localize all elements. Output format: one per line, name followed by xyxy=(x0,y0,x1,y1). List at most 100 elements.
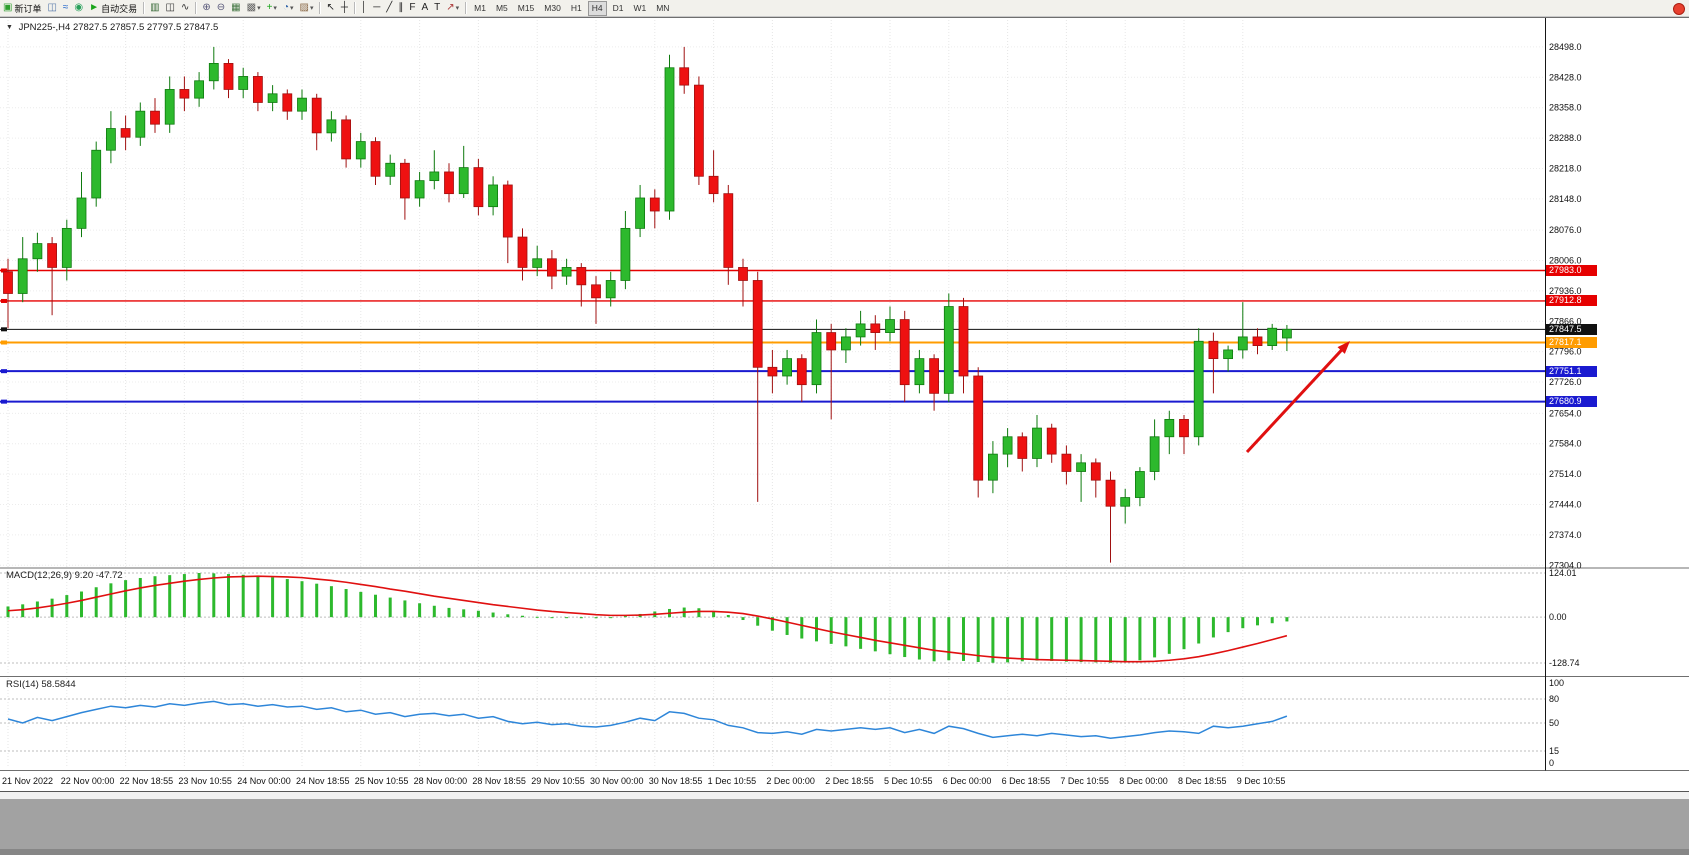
market-watch-icon: ≈ xyxy=(62,2,69,13)
timeframe-button-m30[interactable]: M30 xyxy=(544,2,561,13)
toolbar-separator xyxy=(465,2,467,14)
channel-button[interactable]: ∥ xyxy=(396,1,405,15)
price-line-handle[interactable] xyxy=(1,327,7,332)
candle-body xyxy=(929,358,939,394)
macd-histogram-bar xyxy=(1006,617,1010,663)
macd-histogram-bar xyxy=(1050,617,1054,661)
macd-histogram-bar xyxy=(6,606,10,618)
annotation-arrow-line[interactable] xyxy=(1245,347,1345,454)
zoom-in-icon: ⊕ xyxy=(202,2,211,13)
timeframe-button-m1[interactable]: M1 xyxy=(474,2,486,13)
zoom-in-button[interactable]: ⊕ xyxy=(200,1,212,15)
price-line-handle[interactable] xyxy=(1,340,7,345)
timeframe-button-h1[interactable]: H1 xyxy=(570,2,582,13)
candle-body xyxy=(208,63,219,82)
info-button[interactable]: ◉ xyxy=(72,1,85,15)
candle-body xyxy=(1002,436,1013,455)
candle-body xyxy=(988,453,998,481)
timeframe-button-h4[interactable]: H4 xyxy=(587,0,607,16)
candle-body xyxy=(179,89,190,99)
text-icon: A xyxy=(421,2,429,13)
macd-histogram-bar xyxy=(1241,617,1245,629)
alert-icon[interactable] xyxy=(1673,3,1685,15)
price-line-handle[interactable] xyxy=(1,369,7,374)
vertical-line-button[interactable]: │ xyxy=(359,1,369,15)
candle-body xyxy=(708,175,719,195)
arrows-button[interactable]: ↗ ▾ xyxy=(444,1,461,15)
annotation-arrow-head[interactable] xyxy=(1337,341,1350,354)
macd-histogram-bar xyxy=(550,617,554,619)
macd-histogram-bar xyxy=(800,617,804,639)
horizontal-line-button[interactable]: ─ xyxy=(371,1,382,15)
macd-histogram-bar xyxy=(227,574,230,618)
candle-body xyxy=(1282,328,1292,339)
chart-windows-button[interactable]: ◫ xyxy=(45,1,58,15)
candle-body xyxy=(1193,340,1204,438)
time-axis-label: 30 Nov 00:00 xyxy=(590,776,644,786)
tile-windows-button[interactable]: ▦ xyxy=(229,1,242,15)
crosshair-icon: ┼ xyxy=(340,2,348,13)
time-axis-label: 28 Nov 18:55 xyxy=(472,776,526,786)
dropdown-icon[interactable]: ▾ xyxy=(289,5,294,12)
add-indicator-button[interactable]: + ▾ xyxy=(265,1,279,15)
autotrade-button[interactable]: ► 自动交易 xyxy=(87,1,139,15)
bar-chart-button[interactable]: ▥ xyxy=(148,1,161,15)
new-order-button[interactable]: ▣ 新订单 xyxy=(1,1,43,15)
candle-body xyxy=(223,63,234,90)
chart-menu-icon[interactable]: ▼ xyxy=(6,24,13,31)
macd-histogram-bar xyxy=(1182,617,1186,650)
candle-body xyxy=(782,358,792,377)
candle-body xyxy=(150,110,160,125)
candlestick-button[interactable]: ◫ xyxy=(164,1,177,15)
zoom-out-button[interactable]: ⊖ xyxy=(215,1,227,15)
macd-histogram-bar xyxy=(300,581,304,618)
time-axis-label: 21 Nov 2022 xyxy=(2,776,53,786)
fibonacci-button[interactable]: F xyxy=(407,1,417,15)
macd-histogram-bar xyxy=(491,612,495,618)
timeframe-button-w1[interactable]: W1 xyxy=(633,2,647,13)
dropdown-icon[interactable]: ▾ xyxy=(455,5,460,12)
macd-histogram-bar xyxy=(1079,617,1083,663)
bottom-scroll-strip[interactable] xyxy=(0,791,1689,800)
macd-histogram-bar xyxy=(388,597,392,618)
autotrade-icon: ► xyxy=(89,2,100,13)
template-icon: ▨ xyxy=(299,2,309,13)
trendline-button[interactable]: ╱ xyxy=(384,1,394,15)
price-line-handle[interactable] xyxy=(1,268,7,273)
macd-histogram-bar xyxy=(344,589,348,618)
candle-body xyxy=(576,267,587,286)
macd-histogram-bar xyxy=(1167,617,1171,654)
timeframe-button-m5[interactable]: M5 xyxy=(495,2,508,13)
price-line-handle[interactable] xyxy=(1,399,7,404)
price-line-handle[interactable] xyxy=(1,298,7,303)
market-watch-button[interactable]: ≈ xyxy=(61,1,71,15)
macd-histogram-bar xyxy=(418,603,422,618)
text-button[interactable]: A xyxy=(419,1,430,15)
macd-histogram-bar xyxy=(903,617,907,658)
candle-body xyxy=(1061,453,1072,472)
crosshair-button[interactable]: ┼ xyxy=(339,1,350,15)
candle-body xyxy=(605,280,616,299)
line-chart-button[interactable]: ∿ xyxy=(179,1,191,15)
macd-histogram-bar xyxy=(859,617,863,649)
dropdown-icon[interactable]: ▾ xyxy=(273,5,277,12)
timeframe-button-mn[interactable]: MN xyxy=(656,2,670,13)
arrange-button[interactable]: ▩ ▾ xyxy=(245,1,263,15)
candle-body xyxy=(1017,436,1028,459)
vertical-line-icon: │ xyxy=(360,2,368,13)
timeframe-button-d1[interactable]: D1 xyxy=(612,2,624,13)
timeframe-button-m15[interactable]: M15 xyxy=(517,2,535,13)
period-button[interactable]: ◔ ▾ xyxy=(281,1,296,15)
cursor-button[interactable]: ↖ xyxy=(324,1,336,15)
horizontal-line-icon: ─ xyxy=(373,2,381,13)
dropdown-icon[interactable]: ▾ xyxy=(309,5,314,12)
macd-histogram-bar xyxy=(271,577,275,618)
text-label-button[interactable]: T xyxy=(432,1,442,15)
candle-body xyxy=(1237,336,1248,351)
macd-histogram-bar xyxy=(374,594,377,618)
macd-histogram-bar xyxy=(1035,617,1039,661)
template-button[interactable]: ▨ ▾ xyxy=(298,1,316,15)
dropdown-icon[interactable]: ▾ xyxy=(257,5,261,12)
macd-label: MACD(12,26,9) 9.20 -47.72 xyxy=(6,570,123,581)
